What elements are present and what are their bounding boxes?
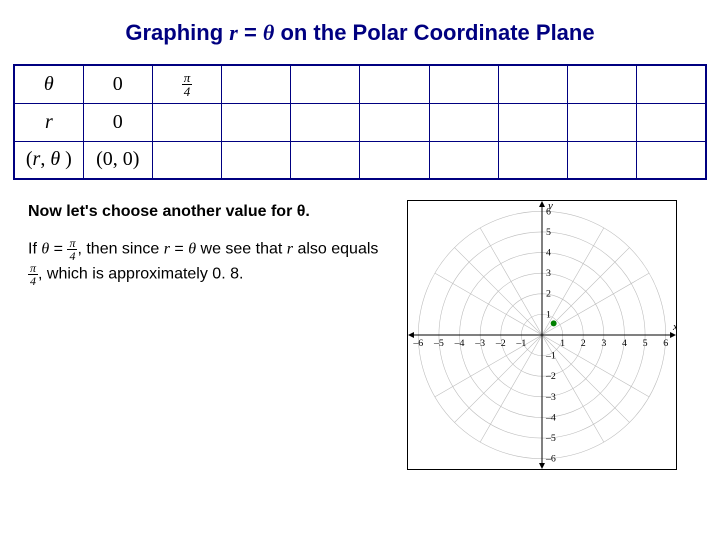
table-cell: [498, 103, 567, 141]
values-table: θ0π4r0(r, θ )(0, 0): [13, 64, 707, 180]
table-cell: [291, 65, 360, 103]
text-run: =: [49, 241, 67, 258]
paragraph-2: If θ = π4, then since r = θ we see that …: [28, 237, 382, 287]
svg-text:–3: –3: [474, 338, 485, 349]
fraction: π4: [182, 71, 193, 98]
table-cell: π4: [152, 65, 221, 103]
text-run: also equals: [293, 241, 378, 258]
table-cell: [498, 65, 567, 103]
table-cell: [568, 65, 637, 103]
text-run: =: [170, 241, 188, 258]
svg-text:2: 2: [546, 289, 551, 300]
title-rest: on the Polar Coordinate Plane: [274, 20, 594, 45]
table-cell: [429, 103, 498, 141]
table-row: θ0 π4: [14, 65, 706, 103]
table-cell: [152, 103, 221, 141]
row-header: θ: [14, 65, 83, 103]
paragraph-1: Now let's choose another value for θ.: [28, 200, 382, 223]
svg-text:–6: –6: [412, 338, 423, 349]
svg-text:6: 6: [663, 338, 668, 349]
table-cell: [637, 141, 706, 179]
fraction: π4: [28, 262, 38, 287]
table-cell: [498, 141, 567, 179]
svg-text:5: 5: [643, 338, 648, 349]
table-cell: [360, 65, 429, 103]
svg-text:4: 4: [546, 248, 551, 259]
table-cell: [222, 141, 291, 179]
svg-text:–2: –2: [545, 371, 556, 382]
text-run: we see that: [196, 241, 287, 258]
table-row: r0: [14, 103, 706, 141]
table-cell: 0: [83, 103, 152, 141]
page-title: Graphing r = θ on the Polar Coordinate P…: [0, 20, 720, 46]
svg-text:x: x: [672, 321, 677, 333]
svg-text:–1: –1: [545, 351, 556, 362]
title-word: Graphing: [125, 20, 229, 45]
table-cell: [291, 103, 360, 141]
table-cell: [360, 103, 429, 141]
table-cell: [152, 141, 221, 179]
row-header: (r, θ ): [14, 141, 83, 179]
table-cell: [291, 141, 360, 179]
svg-text:1: 1: [546, 309, 551, 320]
table-cell: (0, 0): [83, 141, 152, 179]
body-area: Now let's choose another value for θ. If…: [0, 200, 720, 470]
title-var-theta: θ: [263, 20, 274, 45]
svg-text:–2: –2: [495, 338, 506, 349]
title-var-r: r: [229, 20, 238, 45]
table-cell: [429, 65, 498, 103]
table-cell: [222, 103, 291, 141]
svg-text:5: 5: [546, 227, 551, 238]
svg-text:3: 3: [601, 338, 606, 349]
svg-text:–4: –4: [454, 338, 465, 349]
svg-text:–5: –5: [545, 433, 556, 444]
polar-grid-chart: –6–6–5–5–4–4–3–3–2–2–1–1112233445566xy: [407, 200, 677, 470]
math-var: θ: [188, 241, 196, 258]
svg-text:4: 4: [622, 338, 627, 349]
table-cell: [637, 65, 706, 103]
text-run: , then since: [77, 241, 163, 258]
text-run: If: [28, 241, 41, 258]
svg-text:–1: –1: [515, 338, 526, 349]
table-cell: [637, 103, 706, 141]
svg-text:–3: –3: [545, 392, 556, 403]
table-cell: [568, 103, 637, 141]
p1-text: Now let's choose another value for θ.: [28, 203, 310, 220]
table-cell: [429, 141, 498, 179]
table-cell: [222, 65, 291, 103]
svg-text:2: 2: [581, 338, 586, 349]
svg-text:–4: –4: [545, 412, 556, 423]
title-eq: =: [238, 20, 263, 45]
row-header: r: [14, 103, 83, 141]
text-run: , which is approximately 0. 8.: [38, 266, 243, 283]
table-cell: 0: [83, 65, 152, 103]
svg-text:–6: –6: [545, 454, 556, 465]
svg-text:1: 1: [560, 338, 565, 349]
svg-text:3: 3: [546, 268, 551, 279]
chart-column: –6–6–5–5–4–4–3–3–2–2–1–1112233445566xy: [392, 200, 692, 470]
table-row: (r, θ )(0, 0): [14, 141, 706, 179]
svg-text:y: y: [547, 200, 553, 212]
svg-text:–5: –5: [433, 338, 444, 349]
table-cell: [360, 141, 429, 179]
table-cell: [568, 141, 637, 179]
text-column: Now let's choose another value for θ. If…: [28, 200, 382, 470]
fraction: π4: [67, 237, 77, 262]
